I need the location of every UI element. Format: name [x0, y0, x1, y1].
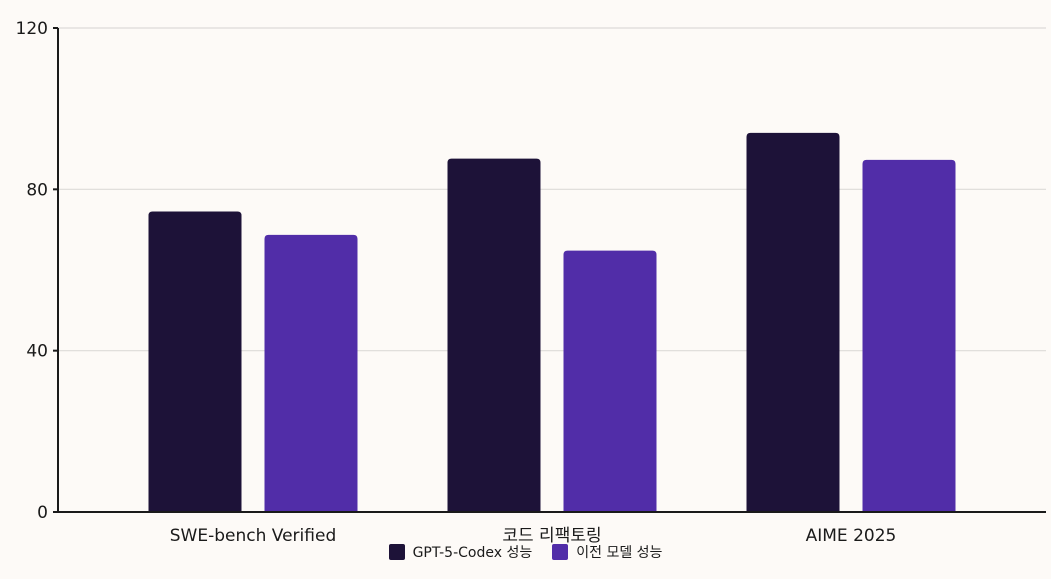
- legend-swatch-previous: [552, 544, 569, 560]
- legend: GPT-5-Codex 성능 이전 모델 성능: [0, 542, 1051, 562]
- y-tick-label: 40: [26, 342, 48, 362]
- x-tick-label: 코드 리팩토링: [502, 526, 601, 546]
- legend-label-codex: GPT-5-Codex 성능: [412, 545, 533, 561]
- bar-previous-1: [563, 250, 657, 512]
- x-tick-label: SWE-bench Verified: [170, 526, 336, 546]
- legend-item-codex: GPT-5-Codex 성능: [388, 542, 533, 562]
- legend-swatch-codex: [388, 544, 405, 560]
- legend-label-previous: 이전 모델 성능: [576, 545, 663, 561]
- legend-item-previous: 이전 모델 성능: [552, 542, 662, 562]
- bar-previous-2: [862, 159, 956, 512]
- y-tick-label: 80: [26, 180, 48, 200]
- y-tick-label: 0: [37, 503, 48, 523]
- x-tick-label: AIME 2025: [806, 526, 897, 546]
- y-tick-label: 120: [16, 19, 48, 39]
- bar-codex-2: [746, 132, 840, 512]
- bar-codex-1: [447, 158, 541, 512]
- bar-codex-0: [148, 211, 242, 512]
- bar-previous-0: [264, 234, 358, 512]
